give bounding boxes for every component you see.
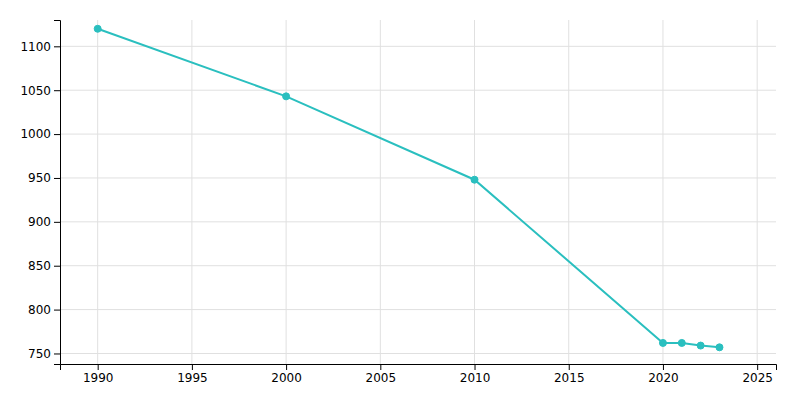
x-tick: 2010 — [460, 364, 491, 385]
x-tick: 1990 — [83, 364, 114, 385]
y-tick-mark — [54, 353, 60, 354]
y-tick-mark — [54, 222, 60, 223]
x-tick-mark — [757, 364, 758, 370]
x-axis-line — [61, 365, 777, 371]
y-tick: 850 — [28, 259, 60, 273]
y-tick-mark — [54, 266, 60, 267]
y-tick-label: 1050 — [20, 84, 51, 98]
y-grid-line — [60, 46, 776, 47]
y-tick-label: 850 — [28, 259, 51, 273]
y-tick: 900 — [28, 215, 60, 229]
x-tick-label: 2000 — [271, 371, 302, 385]
x-tick: 2025 — [742, 364, 773, 385]
data-point — [283, 93, 290, 100]
y-tick-mark — [54, 134, 60, 135]
y-tick-mark — [54, 90, 60, 91]
y-tick-label: 950 — [28, 171, 51, 185]
y-grid-line — [60, 90, 776, 91]
x-grid-line — [286, 20, 287, 364]
y-tick: 1100 — [20, 40, 60, 54]
x-tick-mark — [192, 364, 193, 370]
y-tick-mark — [54, 310, 60, 311]
x-tick-mark — [663, 364, 664, 370]
y-tick: 1000 — [20, 127, 60, 141]
grid — [60, 20, 776, 364]
y-tick: 800 — [28, 303, 60, 317]
data-point — [659, 339, 666, 346]
x-axis: 1990 1995 2000 2005 2010 2015 2020 2025 — [61, 364, 777, 385]
x-tick-label: 2010 — [460, 371, 491, 385]
y-axis: 750 800 850 900 950 1000 1050 1100 — [20, 21, 60, 365]
y-tick-label: 800 — [28, 303, 51, 317]
data-point — [716, 344, 723, 351]
data-line — [98, 29, 720, 348]
x-tick-mark — [286, 364, 287, 370]
x-tick-label: 2005 — [366, 371, 397, 385]
y-grid-line — [60, 134, 776, 135]
x-tick-label: 1995 — [177, 371, 208, 385]
data-point — [94, 25, 101, 32]
data-point — [471, 176, 478, 183]
data-point — [678, 339, 685, 346]
x-tick-mark — [475, 364, 476, 370]
x-tick: 2015 — [554, 364, 585, 385]
data-point — [697, 342, 704, 349]
x-grid-line — [568, 20, 569, 364]
x-tick: 2005 — [366, 364, 397, 385]
chart-svg: 1990 1995 2000 2005 2010 2015 2020 2025 750 800 85… — [0, 0, 800, 400]
x-grid-line — [757, 20, 758, 364]
y-tick-mark — [54, 46, 60, 47]
x-tick: 1995 — [177, 364, 208, 385]
y-grid-line — [60, 221, 776, 222]
y-tick: 750 — [28, 347, 60, 361]
x-tick: 2020 — [648, 364, 679, 385]
y-grid-line — [60, 309, 776, 310]
x-tick-mark — [98, 364, 99, 370]
x-tick-label: 2020 — [648, 371, 679, 385]
chart-container: 1990 1995 2000 2005 2010 2015 2020 2025 750 800 85… — [0, 0, 800, 400]
x-tick-label: 1990 — [83, 371, 114, 385]
y-grid-line — [60, 177, 776, 178]
x-grid-line — [662, 20, 663, 364]
x-tick: 2000 — [271, 364, 302, 385]
y-tick-label: 900 — [28, 215, 51, 229]
x-grid-line — [191, 20, 192, 364]
y-tick: 950 — [28, 171, 60, 185]
y-tick-label: 1000 — [20, 127, 51, 141]
x-grid-line — [474, 20, 475, 364]
y-grid-line — [60, 265, 776, 266]
y-tick-label: 1100 — [20, 40, 51, 54]
x-grid-line — [97, 20, 98, 364]
y-grid-line — [60, 353, 776, 354]
x-tick-label: 2015 — [554, 371, 585, 385]
plot-area — [94, 25, 723, 351]
x-grid-line — [380, 20, 381, 364]
x-tick-mark — [569, 364, 570, 370]
y-tick-mark — [54, 178, 60, 179]
y-axis-line — [54, 21, 61, 365]
y-tick: 1050 — [20, 84, 60, 98]
x-tick-mark — [380, 364, 381, 370]
x-tick-label: 2025 — [742, 371, 773, 385]
y-tick-label: 750 — [28, 347, 51, 361]
